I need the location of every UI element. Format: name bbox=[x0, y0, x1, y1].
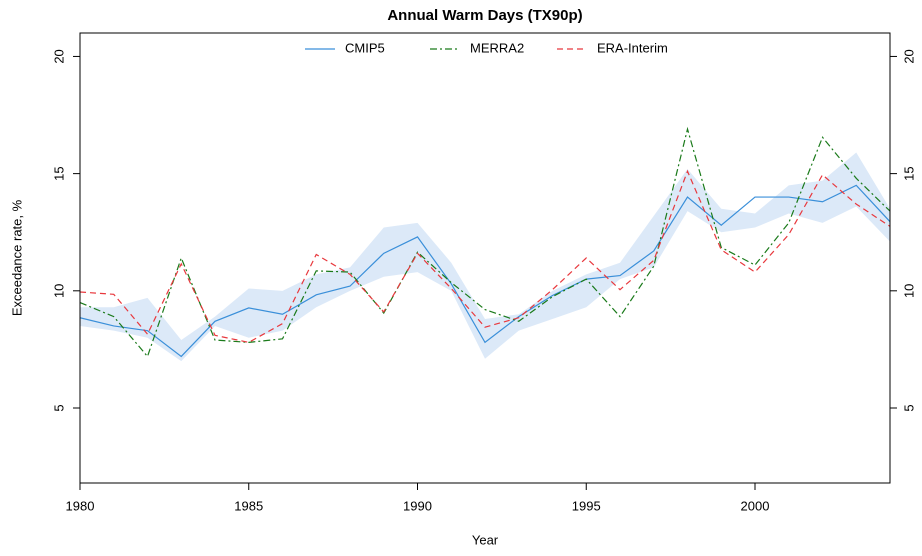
y-axis-label: Exceedance rate, % bbox=[9, 199, 24, 316]
plot-frame bbox=[79, 32, 891, 484]
series-line bbox=[79, 169, 891, 344]
x-tick-label: 1990 bbox=[403, 498, 432, 513]
legend-label: CMIP5 bbox=[345, 40, 385, 55]
y-tick-label: 5 bbox=[51, 404, 66, 411]
series-line bbox=[79, 126, 891, 358]
x-tick-label: 1985 bbox=[234, 498, 263, 513]
y-tick-label: 15 bbox=[51, 166, 66, 180]
legend-label: MERRA2 bbox=[470, 40, 524, 55]
y2-tick-label: 5 bbox=[901, 404, 916, 411]
x-tick-label: 2000 bbox=[741, 498, 770, 513]
y2-tick-label: 15 bbox=[901, 166, 916, 180]
range-band bbox=[80, 152, 890, 362]
y2-tick-label: 10 bbox=[901, 284, 916, 298]
x-tick-label: 1980 bbox=[66, 498, 95, 513]
series-line bbox=[79, 184, 891, 358]
legend-label: ERA-Interim bbox=[597, 40, 668, 55]
y2-tick-label: 20 bbox=[901, 49, 916, 63]
y-tick-label: 20 bbox=[51, 49, 66, 63]
chart-title: Annual Warm Days (TX90p) bbox=[387, 7, 582, 24]
x-tick-label: 1995 bbox=[572, 498, 601, 513]
x-axis-label: Year bbox=[472, 532, 499, 547]
y-tick-label: 10 bbox=[51, 284, 66, 298]
